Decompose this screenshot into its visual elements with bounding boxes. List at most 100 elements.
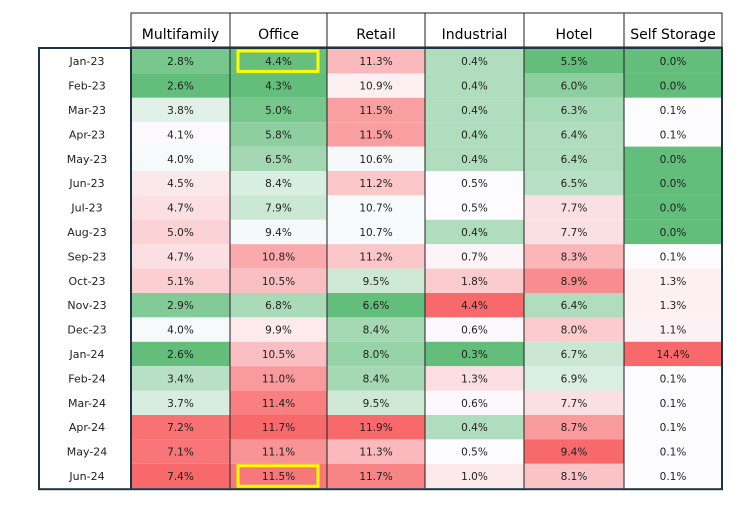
cell-value-label: 11.3% [359,56,392,68]
heatmap-cell [624,122,722,147]
column-header: Industrial [442,27,508,43]
table-frame [38,47,723,491]
heatmap-cell [425,341,524,367]
cell-value-label: 9.9% [265,325,292,337]
cell-value-label: 7.4% [167,471,194,483]
heatmap-cell [230,439,327,464]
cell-value-label: 0.0% [660,178,687,190]
cell-value-label: 0.6% [461,398,488,410]
heatmap-cell [230,97,327,123]
heatmap-cell [230,73,327,98]
cell-value-label: 3.4% [167,373,194,385]
heatmap-cell [624,244,722,269]
heatmap-cell [131,366,230,391]
cell-value-label: 1.0% [461,471,488,483]
cell-value-label: 8.7% [561,422,588,434]
cell-value-label: 11.0% [262,373,295,385]
heatmap-cell [624,439,722,464]
cell-value-label: 4.5% [167,178,194,190]
heatmap-cells: 2.8% 4.4% 11.3% 0.4% 5.5% 0.0% 2.6% 4.3% 10.9% 0.… [131,49,722,489]
cell-value-label: 0.3% [461,349,488,361]
heatmap-cell [425,463,524,489]
heatmap-cell [524,49,624,74]
heatmap-cell [624,97,722,123]
cell-value-label: 0.5% [461,447,488,459]
heatmap-cell [230,195,327,220]
heatmap-cell [327,49,425,74]
cell-value-label: 3.7% [167,398,194,410]
cell-value-label: 14.4% [656,349,689,361]
column-header: Self Storage [630,27,716,43]
heatmap-cell [425,390,524,415]
heatmap-cell [131,317,230,342]
heatmap-cell [131,390,230,415]
heatmap-cell [425,73,524,98]
cell-value-label: 1.3% [660,276,687,288]
heatmap-cell [624,146,722,171]
cell-value-label: 6.5% [265,154,292,166]
cell-value-label: 11.2% [359,178,392,190]
cell-value-label: 0.4% [461,81,488,93]
row-label: May-23 [67,153,108,166]
heatmap-cell [327,268,425,293]
cell-value-label: 0.6% [461,325,488,337]
row-label: Jan-24 [69,348,105,361]
gridlines [229,49,625,489]
cell-value-label: 0.4% [461,129,488,141]
heatmap-cell [230,293,327,318]
cell-value-label: 1.8% [461,276,488,288]
cell-value-label: 7.1% [167,447,194,459]
cell-value-label: 4.7% [167,251,194,263]
heatmap-cell [524,366,624,391]
cell-value-label: 3.8% [167,105,194,117]
cell-value-label: 0.1% [660,471,687,483]
cell-value-label: 8.4% [265,178,292,190]
cell-value-label: 8.4% [363,373,390,385]
column-header-box [229,12,328,48]
heatmap-cell [131,146,230,171]
heatmap-cell [425,171,524,196]
cell-value-label: 11.5% [359,129,392,141]
column-header-box [130,12,231,48]
cell-value-label: 6.4% [561,129,588,141]
cell-value-label: 7.7% [561,203,588,215]
heatmap-cell [624,366,722,391]
cell-value-label: 6.8% [265,300,292,312]
cell-value-label: 10.9% [359,81,392,93]
cell-value-label: 11.1% [262,447,295,459]
row-label: Jun-23 [68,177,104,190]
cell-value-label: 8.9% [561,276,588,288]
heatmap-cell [425,195,524,220]
heatmap-cell [624,171,722,196]
heatmap-cell [327,341,425,367]
heatmap-cell [230,317,327,342]
heatmap-cell [524,171,624,196]
column-header: Multifamily [142,27,219,43]
cell-value-label: 7.7% [561,227,588,239]
cell-value-label: 11.7% [262,422,295,434]
heatmap-cell [425,49,524,74]
column-header: Retail [356,27,396,43]
heatmap-cell [524,317,624,342]
cell-value-label: 8.0% [363,349,390,361]
heatmap-cell [131,122,230,147]
heatmap-cell [425,317,524,342]
heatmap-cell [131,244,230,269]
row-label: Sep-23 [68,250,107,263]
cell-value-label: 0.4% [461,154,488,166]
cell-value-label: 11.5% [359,105,392,117]
cell-value-label: 8.0% [561,325,588,337]
cell-value-label: 0.4% [461,105,488,117]
heatmap-cell [425,219,524,245]
cell-value-label: 8.3% [561,251,588,263]
heatmap-cell [131,415,230,440]
heatmap-cell [524,219,624,245]
heatmap-cell [624,317,722,342]
cell-value-label: 9.4% [265,227,292,239]
heatmap-cell [524,244,624,269]
heatmap-cell [425,415,524,440]
cell-value-label: 6.3% [561,105,588,117]
heatmap-cell [131,219,230,245]
heatmap-cell [230,390,327,415]
